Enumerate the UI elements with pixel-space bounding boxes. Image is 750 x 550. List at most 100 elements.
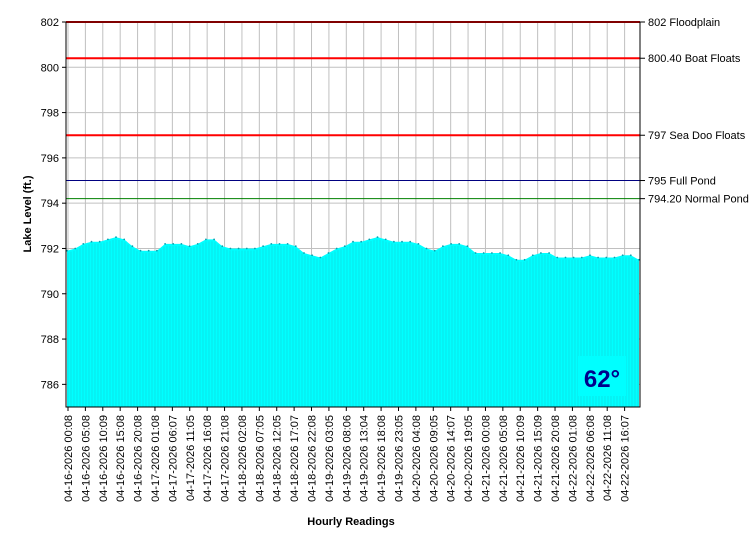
x-tick-label: 04-17-2026 06:07 xyxy=(167,415,179,502)
data-point xyxy=(589,254,591,257)
data-point xyxy=(131,245,134,248)
y-tick-label: 788 xyxy=(41,334,59,346)
reference-labels: 802 Floodplain 800.40 Boat Floats 797 Sea … xyxy=(640,17,749,206)
data-point xyxy=(572,256,575,259)
data-point xyxy=(368,238,371,241)
data-point xyxy=(556,256,559,259)
data-point xyxy=(139,249,142,252)
data-point xyxy=(499,252,501,254)
y-tick-label: 794 xyxy=(41,198,59,210)
reference-label: 794.20 Normal Pond xyxy=(648,194,749,206)
x-tick-label: 04-16-2026 05:08 xyxy=(80,415,92,502)
data-point xyxy=(433,249,436,252)
data-point xyxy=(107,238,109,241)
x-tick-label: 04-19-2026 03:05 xyxy=(324,415,336,502)
data-point xyxy=(580,256,583,259)
reference-label: 797 Sea Doo Floats xyxy=(648,130,746,142)
x-tick-label: 04-20-2026 04:08 xyxy=(411,415,423,502)
x-tick-label: 04-21-2026 10:09 xyxy=(515,415,527,502)
x-tick-label: 04-18-2026 02:08 xyxy=(237,415,249,502)
x-tick-label: 04-22-2026 16:07 xyxy=(620,415,632,502)
data-point xyxy=(335,247,338,250)
data-point xyxy=(343,245,346,248)
data-point xyxy=(417,243,420,245)
data-point xyxy=(98,240,101,243)
data-point xyxy=(286,243,289,245)
x-tick-label: 04-20-2026 14:07 xyxy=(446,415,458,502)
data-point xyxy=(90,240,93,243)
x-tick-label: 04-17-2026 16:08 xyxy=(202,415,214,502)
data-point xyxy=(409,240,412,243)
reference-label: 800.40 Boat Floats xyxy=(648,53,741,65)
data-point xyxy=(213,238,216,241)
x-tick-label: 04-17-2026 11:05 xyxy=(185,415,197,501)
x-tick-label: 04-19-2026 18:08 xyxy=(376,415,388,502)
y-tick-label: 802 xyxy=(41,17,59,29)
data-point xyxy=(458,243,461,245)
data-point xyxy=(531,254,534,257)
y-tick-label: 798 xyxy=(41,108,59,120)
x-tick-label: 04-21-2026 20:08 xyxy=(550,415,562,502)
data-point xyxy=(294,245,297,248)
x-tick-label: 04-18-2026 22:08 xyxy=(307,415,319,502)
data-point xyxy=(515,258,518,261)
data-point xyxy=(262,245,264,248)
data-point xyxy=(278,243,281,245)
data-point xyxy=(115,236,117,239)
data-point xyxy=(393,240,395,243)
data-point xyxy=(401,240,403,243)
x-tick-label: 04-16-2026 20:08 xyxy=(133,415,145,502)
data-point xyxy=(229,247,232,250)
data-point xyxy=(629,254,632,257)
data-point xyxy=(613,256,616,259)
data-point xyxy=(564,256,567,259)
x-axis-title: Hourly Readings xyxy=(307,516,394,528)
x-tick-label: 04-21-2026 05:08 xyxy=(498,415,510,502)
y-tick-label: 786 xyxy=(41,379,59,391)
x-tick-label: 04-17-2026 21:08 xyxy=(220,415,232,502)
x-tick-label: 04-22-2026 01:08 xyxy=(567,415,579,502)
data-point xyxy=(180,243,183,245)
data-point xyxy=(205,238,207,241)
reference-label: 795 Full Pond xyxy=(648,176,716,188)
data-point xyxy=(638,258,640,261)
data-point xyxy=(548,252,550,254)
x-tick-label: 04-19-2026 13:04 xyxy=(359,415,371,502)
data-point xyxy=(82,243,85,245)
data-point xyxy=(172,243,175,245)
data-point xyxy=(491,252,493,254)
data-point xyxy=(474,252,477,254)
data-point xyxy=(237,247,240,250)
data-point xyxy=(327,252,330,254)
x-tick-label: 04-18-2026 12:05 xyxy=(272,415,284,502)
data-point xyxy=(523,258,526,261)
data-point xyxy=(540,252,542,254)
x-tick-label: 04-22-2026 11:08 xyxy=(602,415,614,501)
x-tick-label: 04-19-2026 08:06 xyxy=(341,415,353,502)
data-point xyxy=(360,240,363,243)
temperature-value: 62° xyxy=(584,366,620,393)
y-tick-label: 790 xyxy=(41,289,59,301)
y-axis-ticks: 786 788 790 792 794 796 798 800 802 xyxy=(41,17,66,391)
x-tick-label: 04-20-2026 19:05 xyxy=(463,415,475,502)
data-point xyxy=(188,245,191,248)
data-point xyxy=(156,249,158,252)
data-point xyxy=(597,256,599,259)
data-point xyxy=(376,236,379,239)
x-tick-label: 04-16-2026 15:08 xyxy=(115,415,127,502)
data-point xyxy=(482,252,485,254)
data-point xyxy=(442,245,444,248)
y-tick-label: 792 xyxy=(41,243,59,255)
x-tick-label: 04-22-2026 06:08 xyxy=(585,415,597,502)
data-point xyxy=(245,247,248,250)
data-point xyxy=(164,243,167,245)
y-tick-label: 800 xyxy=(41,62,59,74)
data-point xyxy=(425,247,428,250)
data-point xyxy=(621,254,624,257)
temperature-badge: 62° xyxy=(578,356,626,396)
data-point xyxy=(466,245,469,248)
data-point xyxy=(311,254,313,257)
data-point xyxy=(319,256,322,259)
x-tick-label: 04-18-2026 17:07 xyxy=(289,415,301,502)
